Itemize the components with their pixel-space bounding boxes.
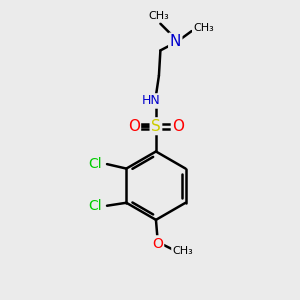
Text: Cl: Cl [88, 157, 102, 171]
Text: S: S [151, 119, 161, 134]
Text: Cl: Cl [88, 199, 102, 213]
Text: CH₃: CH₃ [193, 23, 214, 33]
Text: O: O [152, 237, 163, 250]
Text: O: O [172, 119, 184, 134]
Text: CH₃: CH₃ [172, 246, 193, 256]
Text: N: N [169, 34, 181, 49]
Text: O: O [128, 119, 140, 134]
Text: HN: HN [142, 94, 161, 107]
Text: CH₃: CH₃ [148, 11, 169, 21]
